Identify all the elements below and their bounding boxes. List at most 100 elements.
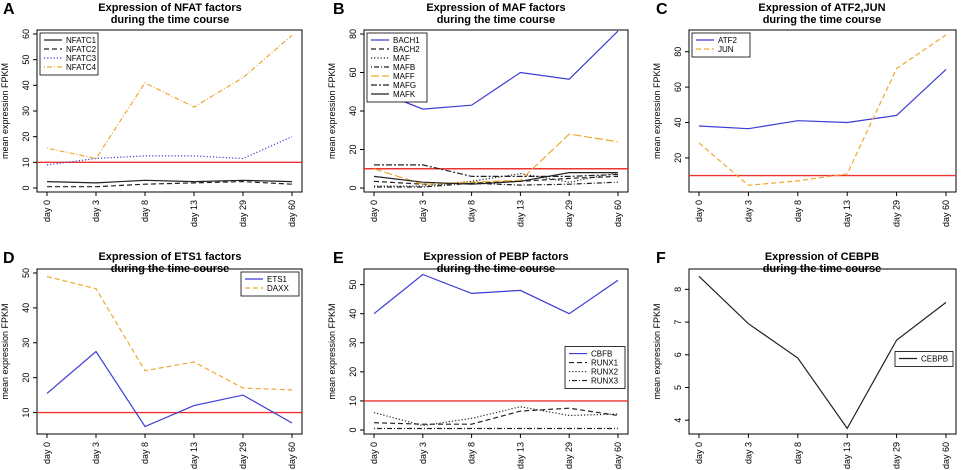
x-tick-label: day 60 <box>941 442 951 469</box>
y-tick-label: 0 <box>21 185 31 190</box>
chart-title: Expression of CEBPB <box>765 251 879 263</box>
chart-subtitle: during the time course <box>111 14 230 26</box>
legend-label: RUNX1 <box>591 359 619 368</box>
series-line-runx2 <box>373 406 619 427</box>
y-tick-label: 0 <box>348 427 358 432</box>
chart-title: Expression of ETS1 factors <box>98 251 241 263</box>
x-tick-label: day 60 <box>287 200 297 227</box>
panel-letter: E <box>333 250 344 267</box>
plot-frame <box>688 268 957 435</box>
x-tick-label: day 60 <box>613 200 623 227</box>
y-tick-label: 40 <box>21 303 31 313</box>
legend-label: ATF2 <box>718 36 738 45</box>
y-tick-label: 20 <box>348 367 358 377</box>
series-line-mafb <box>374 181 619 188</box>
y-tick-label: 40 <box>673 117 683 127</box>
plot-frame <box>688 29 957 193</box>
series-line-daxx <box>46 275 293 391</box>
legend: CEBPB <box>894 351 954 367</box>
y-tick-label: 60 <box>348 67 358 77</box>
plot-frame <box>363 268 629 435</box>
series-line-cbfb <box>373 273 619 315</box>
y-axis-label: mean expression FPKM <box>652 303 662 399</box>
x-tick-label: day 0 <box>694 200 704 222</box>
y-tick-label: 30 <box>21 338 31 348</box>
panel-letter: F <box>656 250 666 267</box>
legend-label: BACH1 <box>393 36 420 45</box>
x-tick-label: day 29 <box>238 442 248 469</box>
y-tick-label: 50 <box>348 280 358 290</box>
series-line-nfatc1 <box>46 179 293 184</box>
plot-frame <box>36 268 303 435</box>
x-tick-label: day 8 <box>140 442 150 464</box>
x-tick-label: day 8 <box>793 200 803 222</box>
x-tick-label: day 13 <box>515 200 525 227</box>
y-tick-label: 80 <box>348 29 358 39</box>
y-axis-label: mean expression FPKM <box>0 303 10 399</box>
x-tick-label: day 60 <box>613 442 623 469</box>
y-tick-label: 60 <box>21 29 31 39</box>
series-line-mafg <box>374 164 619 177</box>
x-tick-label: day 8 <box>140 200 150 222</box>
y-axis-label: mean expression FPKM <box>652 63 662 159</box>
series-line-cebpb <box>698 275 947 430</box>
x-tick-label: day 60 <box>941 200 951 227</box>
chart-title: Expression of MAF factors <box>426 2 565 14</box>
legend-box <box>894 351 954 367</box>
x-tick-label: day 3 <box>743 200 753 222</box>
legend-label: CBFB <box>591 350 612 359</box>
x-tick-label: day 3 <box>91 200 101 222</box>
series-line-atf2 <box>698 68 947 130</box>
series-line-jun <box>698 34 947 186</box>
x-tick-label: day 13 <box>842 200 852 227</box>
chart-title: Expression of NFAT factors <box>98 2 241 14</box>
chart-title: Expression of PEBP factors <box>423 251 568 263</box>
y-tick-label: 40 <box>21 80 31 90</box>
x-tick-label: day 0 <box>694 442 704 464</box>
y-tick-label: 20 <box>21 132 31 142</box>
legend-label: RUNX3 <box>591 377 619 386</box>
x-tick-label: day 0 <box>369 200 379 222</box>
legend-box <box>240 271 300 297</box>
panel-letter: C <box>656 1 668 18</box>
legend-label: NFATC2 <box>66 45 97 54</box>
series-line-nfatc2 <box>47 180 293 188</box>
series-line-bach1 <box>373 30 619 110</box>
legend-label: BACH2 <box>393 45 420 54</box>
y-tick-label: 60 <box>673 82 683 92</box>
chart-title: Expression of ATF2,JUN <box>758 2 885 14</box>
legend-label: MAFF <box>393 72 415 81</box>
panel-letter: D <box>3 250 15 267</box>
legend-label: ETS1 <box>267 275 288 284</box>
series-line-mafk <box>373 172 618 185</box>
y-tick-label: 40 <box>348 106 358 116</box>
y-tick-label: 50 <box>21 268 31 278</box>
legend-label: MAF <box>393 54 410 63</box>
chart-subtitle: during the time course <box>763 14 882 26</box>
x-tick-label: day 13 <box>842 442 852 469</box>
y-tick-label: 10 <box>348 396 358 406</box>
x-tick-label: day 29 <box>564 200 574 227</box>
y-tick-label: 50 <box>21 55 31 65</box>
series-line-maf <box>374 172 619 187</box>
x-tick-label: day 0 <box>42 442 52 464</box>
legend-label: MAFG <box>393 81 416 90</box>
x-tick-label: day 3 <box>418 200 428 222</box>
y-tick-label: 30 <box>348 338 358 348</box>
y-tick-label: 5 <box>673 385 683 390</box>
legend-label: NFATC1 <box>66 36 97 45</box>
legend-label: MAFB <box>393 63 415 72</box>
series-line-nfatc3 <box>46 136 293 166</box>
x-tick-label: day 13 <box>189 200 199 227</box>
y-tick-label: 40 <box>348 309 358 319</box>
y-tick-label: 20 <box>673 153 683 163</box>
